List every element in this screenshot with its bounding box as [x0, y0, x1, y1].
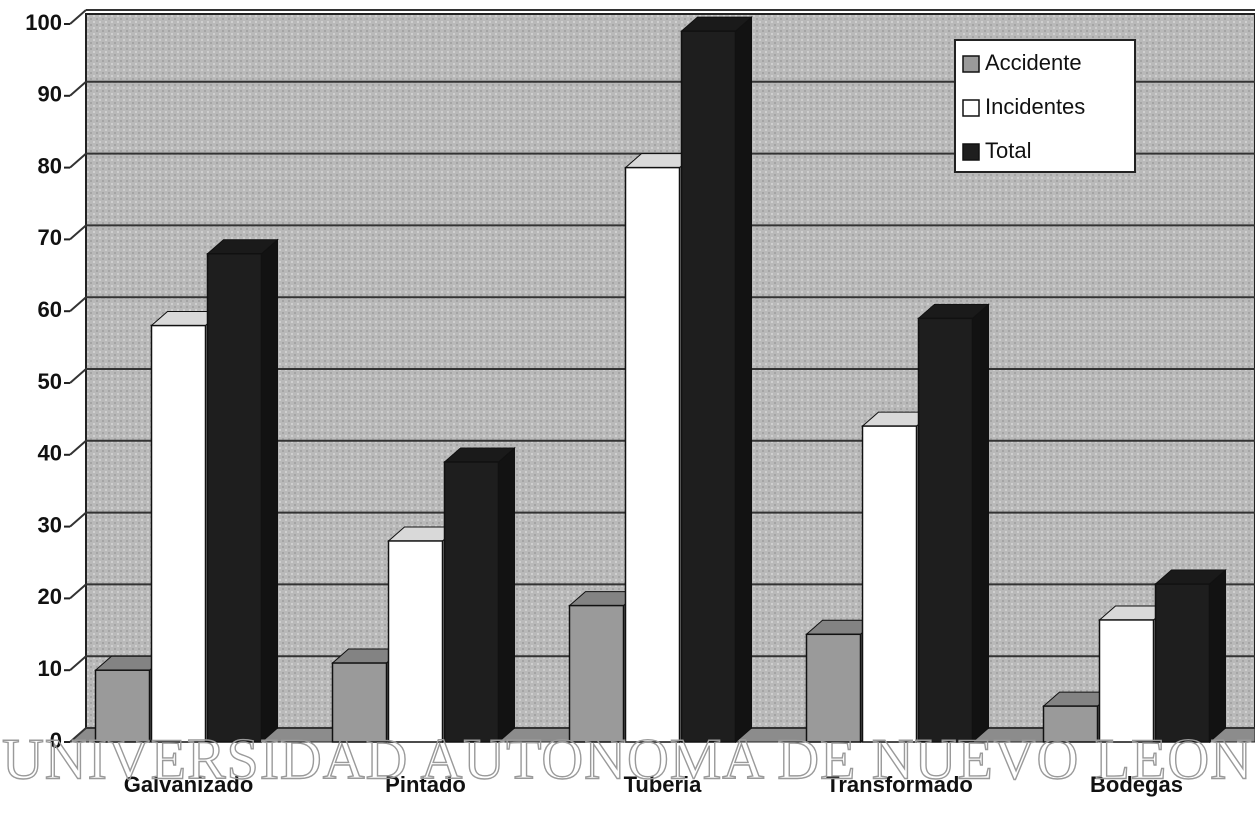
bar — [94, 669, 151, 743]
x-tick-label: Transformado — [826, 772, 973, 797]
bar — [624, 166, 681, 743]
grid-line — [69, 224, 87, 241]
y-tick-label: 20 — [38, 584, 62, 609]
x-tick-label: Bodegas — [1090, 772, 1183, 797]
y-tick-label: 30 — [38, 512, 62, 537]
legend-box — [954, 39, 1136, 173]
bar-side — [261, 238, 278, 744]
y-tick-label: 90 — [38, 82, 62, 107]
x-tick-label: Pintado — [385, 772, 466, 797]
grid-line — [69, 727, 87, 743]
x-tick-label: Galvanizado — [124, 772, 254, 797]
y-tick-label: 70 — [38, 225, 62, 250]
legend-label: Incidentes — [985, 94, 1085, 119]
bar — [443, 461, 500, 743]
bar — [917, 317, 974, 743]
bar — [150, 324, 207, 743]
y-tick-label: 40 — [38, 441, 62, 466]
bar — [331, 662, 388, 743]
legend-swatch — [962, 143, 980, 161]
bar — [568, 604, 625, 743]
grid-line — [69, 655, 87, 671]
bar — [1154, 583, 1211, 743]
grid-line — [69, 511, 87, 528]
legend-label: Total — [985, 138, 1031, 163]
legend-swatch — [962, 99, 980, 117]
bar — [1042, 705, 1099, 743]
bar-side — [972, 303, 989, 744]
y-tick-label: 0 — [50, 728, 62, 753]
bar — [206, 253, 263, 743]
bar — [1098, 619, 1155, 743]
x-tick-label: Tuberia — [624, 772, 703, 797]
grid-line — [69, 296, 87, 312]
legend-label: Accidente — [985, 50, 1082, 75]
bar-side — [735, 16, 752, 744]
bar-side — [1209, 568, 1226, 744]
grid-line — [69, 9, 87, 25]
y-tick-label: 50 — [38, 369, 62, 394]
bar-side — [498, 446, 515, 744]
bar — [387, 540, 444, 743]
grid-line — [69, 440, 87, 456]
grid-line — [69, 368, 87, 384]
watermark: UNIVERSIDAD AUTONOMA DE NUEVO LEON — [2, 726, 1252, 791]
y-tick-label: 60 — [38, 297, 62, 322]
bar — [805, 633, 862, 743]
grid-line — [69, 81, 87, 97]
bar — [861, 425, 918, 743]
bar — [680, 30, 737, 743]
y-tick-label: 10 — [38, 656, 62, 681]
y-tick-label: 80 — [38, 153, 62, 178]
grid-line — [69, 152, 87, 169]
grid-line — [69, 583, 87, 600]
legend-swatch — [962, 55, 980, 73]
y-tick-label: 100 — [25, 10, 62, 35]
